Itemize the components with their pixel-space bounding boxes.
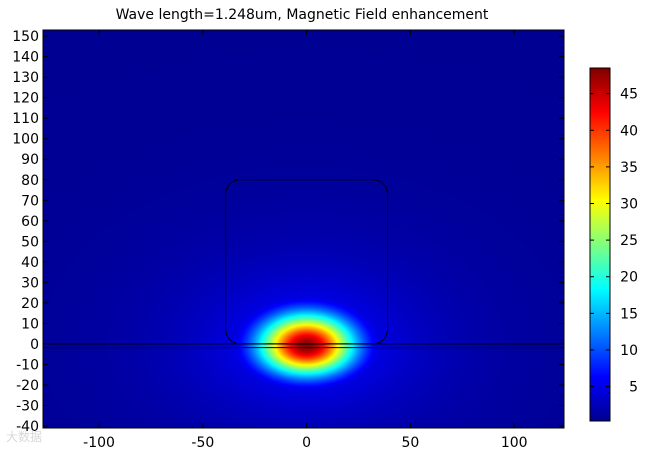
x-tick-label: -50 xyxy=(191,435,214,451)
y-tick-label: -40 xyxy=(16,419,39,435)
y-tick-label: 140 xyxy=(12,50,39,66)
y-tick-label: -10 xyxy=(16,357,39,373)
y-tick-label: 110 xyxy=(12,111,39,127)
x-tick-label: 50 xyxy=(401,435,419,451)
y-tick-label: 50 xyxy=(21,234,39,250)
colorbar: 45 40 35 30 25 20 15 10 5 xyxy=(589,67,638,422)
colorbar-tick-label: 25 xyxy=(620,233,638,249)
y-tick-label: 60 xyxy=(21,214,39,230)
y-tick-label: 120 xyxy=(12,91,39,107)
y-tick-label: 90 xyxy=(21,152,39,168)
y-tick-label: -20 xyxy=(16,378,39,394)
x-tick-label: 100 xyxy=(501,435,528,451)
colorbar-tick-label: 40 xyxy=(620,123,638,139)
heatmap-image xyxy=(43,30,564,428)
y-tick-label: 0 xyxy=(30,337,39,353)
y-tick-label: 20 xyxy=(21,296,39,312)
x-axis: -100 -50 0 50 100 xyxy=(83,30,528,451)
y-tick-label: 130 xyxy=(12,70,39,86)
colorbar-tick-label: 30 xyxy=(620,196,638,212)
heatmap xyxy=(43,30,564,428)
colorbar-ticks: 45 40 35 30 25 20 15 10 5 xyxy=(590,87,638,396)
chart-title: Wave length=1.248um, Magnetic Field enha… xyxy=(116,7,489,23)
colorbar-tick-label: 45 xyxy=(620,87,638,103)
y-tick-label: 150 xyxy=(12,29,39,45)
y-tick-label: -30 xyxy=(16,398,39,414)
colorbar-tick-label: 15 xyxy=(620,306,638,322)
colorbar-scale xyxy=(589,67,611,422)
colorbar-tick-label: 5 xyxy=(629,380,638,396)
y-tick-label: 10 xyxy=(21,316,39,332)
x-tick-label: 0 xyxy=(302,435,311,451)
y-tick-label: 40 xyxy=(21,255,39,271)
structure-outline xyxy=(43,179,564,349)
x-tick-label: -100 xyxy=(83,435,115,451)
y-tick-label: 30 xyxy=(21,275,39,291)
y-axis: 1501401301201101009080706050403020100-10… xyxy=(12,29,564,435)
colorbar-tick-label: 20 xyxy=(620,270,638,286)
y-tick-label: 80 xyxy=(21,173,39,189)
y-tick-label: 70 xyxy=(21,193,39,209)
y-tick-label: 100 xyxy=(12,132,39,148)
colorbar-tick-label: 10 xyxy=(620,343,638,359)
colorbar-tick-label: 35 xyxy=(620,160,638,176)
plot-area xyxy=(42,29,565,429)
watermark-text: 大数据 xyxy=(6,430,43,444)
plot-frame xyxy=(42,29,565,429)
